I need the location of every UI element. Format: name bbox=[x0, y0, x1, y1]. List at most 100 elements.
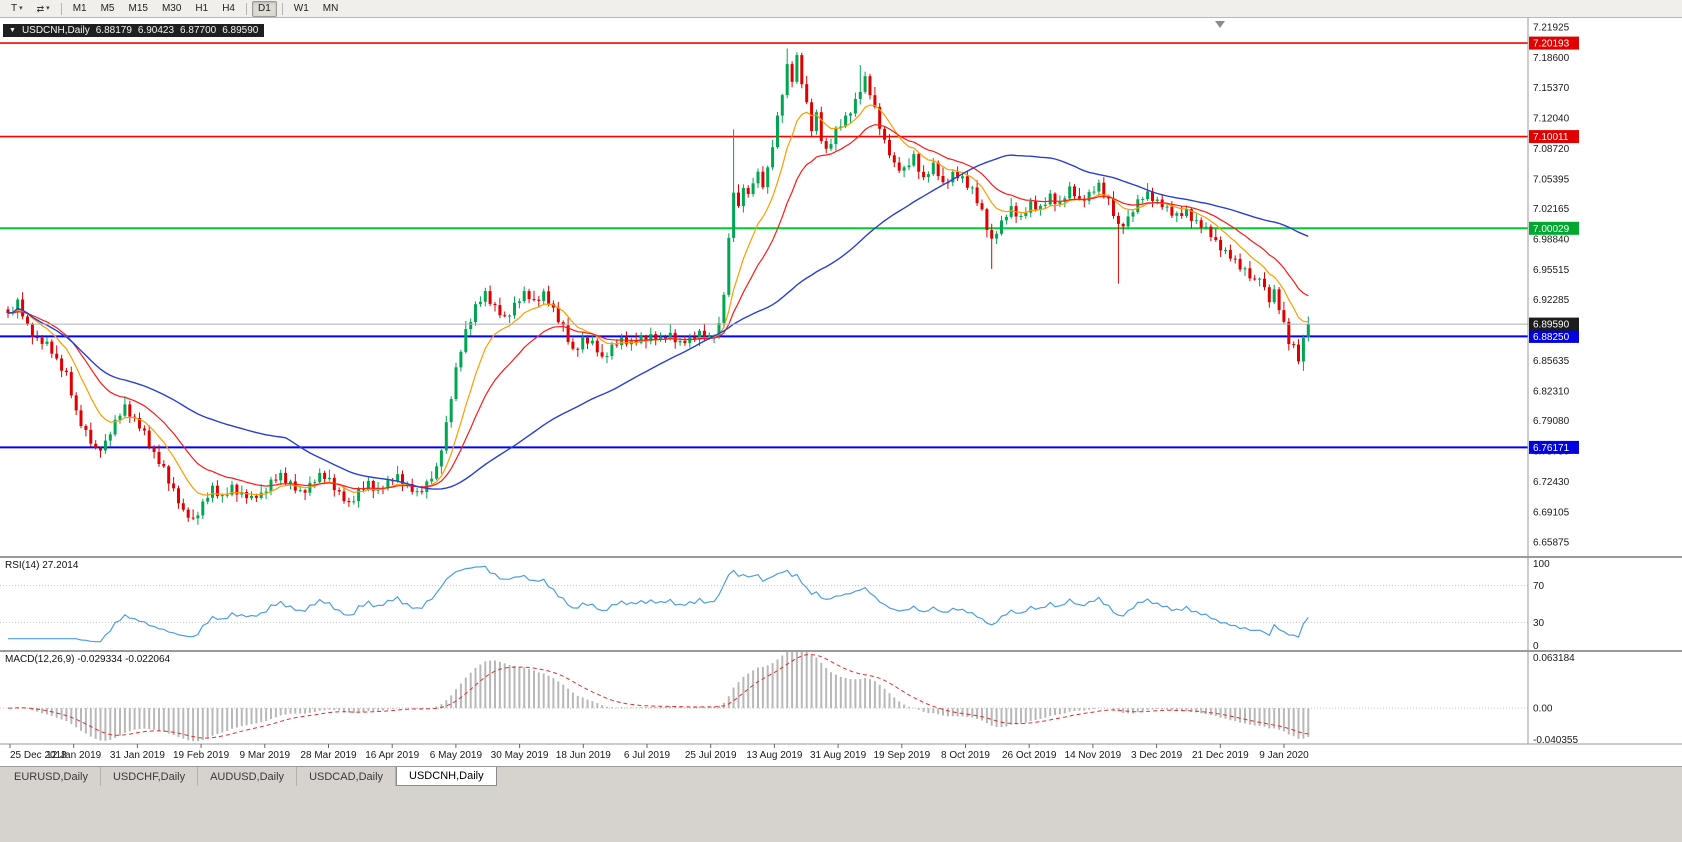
price-level-tag: 7.20193 bbox=[1529, 36, 1579, 50]
current-price-tag: 6.89590 bbox=[1529, 317, 1579, 331]
arrows-icon: ⇄ bbox=[36, 3, 45, 14]
timeframe-m30-button[interactable]: M30 bbox=[161, 2, 182, 14]
text-tool-label: T bbox=[11, 2, 18, 14]
timeframe-d1-button[interactable]: D1 bbox=[252, 0, 277, 17]
svg-text:9 Mar 2019: 9 Mar 2019 bbox=[240, 750, 291, 761]
price-axis: 7.21925 7.18600 7.15370 7.12040 7.08720 7.053… bbox=[1529, 23, 1579, 548]
macd-indicator-label: MACD(12,26,9) -0.029334 -0.022064 bbox=[5, 654, 171, 665]
chart-shift-marker-icon[interactable] bbox=[1215, 21, 1225, 28]
timeframe-w1-button[interactable]: W1 bbox=[293, 2, 309, 14]
timeframe-mn-button[interactable]: MN bbox=[322, 2, 339, 14]
chart-canvas[interactable]: 7.21925 7.18600 7.15370 7.12040 7.08720 7.053… bbox=[0, 18, 1682, 766]
svg-text:25 Dec 2018: 25 Dec 2018 bbox=[10, 750, 67, 761]
svg-text:9 Jan 2020: 9 Jan 2020 bbox=[1259, 750, 1309, 761]
chart-background bbox=[0, 18, 1682, 766]
rsi-line bbox=[8, 565, 1309, 643]
svg-text:6.65875: 6.65875 bbox=[1533, 537, 1570, 548]
caret-down-icon: ▾ bbox=[19, 4, 23, 12]
tab-usdcnh[interactable]: USDCNH,Daily bbox=[396, 767, 497, 786]
toolbar-separator bbox=[281, 2, 283, 15]
svg-text:6.76171: 6.76171 bbox=[1533, 443, 1570, 454]
timeframe-m1-button[interactable]: M1 bbox=[72, 2, 87, 14]
ohlc-high: 6.90423 bbox=[137, 25, 175, 36]
price-level-tag: 6.88250 bbox=[1529, 329, 1579, 343]
svg-text:19 Sep 2019: 19 Sep 2019 bbox=[873, 750, 930, 761]
cursor-tool-button[interactable]: ⇄ ▾ bbox=[31, 1, 56, 17]
status-area bbox=[0, 786, 1682, 842]
rsi-pane: 100 70 30 0 bbox=[0, 559, 1550, 652]
symbol-label: USDCNH,Daily bbox=[21, 25, 90, 36]
svg-text:30 May 2019: 30 May 2019 bbox=[491, 750, 549, 761]
timeframe-m5-button[interactable]: M5 bbox=[100, 2, 115, 14]
horizontal-lines-layer bbox=[0, 42, 1528, 449]
svg-text:7.10011: 7.10011 bbox=[1533, 132, 1569, 143]
svg-text:7.00029: 7.00029 bbox=[1533, 224, 1570, 235]
timeframe-m15-button[interactable]: M15 bbox=[128, 2, 148, 14]
svg-text:6.98840: 6.98840 bbox=[1533, 235, 1570, 246]
tab-eurusd[interactable]: EURUSD,Daily bbox=[2, 767, 101, 786]
svg-text:6.85635: 6.85635 bbox=[1533, 356, 1570, 367]
svg-text:6.72430: 6.72430 bbox=[1533, 477, 1570, 488]
svg-text:0: 0 bbox=[1533, 641, 1539, 652]
svg-text:7.15370: 7.15370 bbox=[1533, 83, 1570, 94]
svg-text:18 Jun 2019: 18 Jun 2019 bbox=[556, 750, 611, 761]
svg-text:7.08720: 7.08720 bbox=[1533, 144, 1570, 155]
rsi-indicator-label: RSI(14) 27.2014 bbox=[5, 560, 79, 571]
chart-ohlc-header[interactable]: ▼ USDCNH,Daily 6.88179 6.90423 6.87700 6… bbox=[3, 24, 265, 37]
svg-text:7.12040: 7.12040 bbox=[1533, 114, 1570, 125]
timeframe-button-group: M1 M5 M15 M30 H1 H4 D1 W1 MN bbox=[66, 0, 346, 17]
svg-text:100: 100 bbox=[1533, 559, 1550, 570]
svg-text:19 Feb 2019: 19 Feb 2019 bbox=[173, 750, 230, 761]
svg-text:6.95515: 6.95515 bbox=[1533, 265, 1570, 276]
sma-58-line bbox=[7, 154, 1309, 490]
ohlc-open: 6.88179 bbox=[95, 25, 132, 36]
macd-signal-line bbox=[8, 654, 1309, 739]
svg-text:16 Apr 2019: 16 Apr 2019 bbox=[365, 750, 419, 761]
svg-text:7.21925: 7.21925 bbox=[1533, 23, 1570, 34]
svg-text:14 Nov 2019: 14 Nov 2019 bbox=[1065, 750, 1122, 761]
svg-text:12 Jan 2019: 12 Jan 2019 bbox=[46, 750, 101, 761]
collapse-triangle-icon: ▼ bbox=[9, 27, 16, 34]
svg-text:6.88250: 6.88250 bbox=[1533, 332, 1570, 343]
price-level-tag: 7.10011 bbox=[1529, 130, 1579, 144]
svg-text:13 Aug 2019: 13 Aug 2019 bbox=[746, 750, 803, 761]
svg-text:30: 30 bbox=[1533, 618, 1545, 629]
timeframe-h4-button[interactable]: H4 bbox=[222, 2, 235, 14]
svg-text:31 Jan 2019: 31 Jan 2019 bbox=[110, 750, 165, 761]
svg-text:31 Aug 2019: 31 Aug 2019 bbox=[810, 750, 867, 761]
svg-text:3 Dec 2019: 3 Dec 2019 bbox=[1131, 750, 1183, 761]
svg-text:7.05395: 7.05395 bbox=[1533, 175, 1570, 186]
ohlc-low: 6.87700 bbox=[180, 25, 217, 36]
tab-usdchf[interactable]: USDCHF,Daily bbox=[101, 767, 199, 786]
toolbar-separator bbox=[60, 2, 62, 15]
svg-text:7.18600: 7.18600 bbox=[1533, 53, 1570, 64]
price-level-tag: 7.00029 bbox=[1529, 221, 1579, 235]
chart-tab-bar: EURUSD,Daily USDCHF,Daily AUDUSD,Daily USDC… bbox=[0, 766, 1682, 786]
svg-text:-0.040355: -0.040355 bbox=[1533, 735, 1578, 746]
toolbar: T ▾ ⇄ ▾ M1 M5 M15 M30 H1 H4 D1 W1 MN bbox=[0, 0, 1682, 18]
chart-window: 7.21925 7.18600 7.15370 7.12040 7.08720 7.053… bbox=[0, 18, 1682, 766]
svg-text:6.79080: 6.79080 bbox=[1533, 416, 1570, 427]
ema-21-line bbox=[7, 124, 1309, 490]
tab-usdcad[interactable]: USDCAD,Daily bbox=[297, 767, 397, 786]
svg-text:6.69105: 6.69105 bbox=[1533, 508, 1570, 519]
svg-text:6 Jul 2019: 6 Jul 2019 bbox=[624, 750, 671, 761]
svg-text:7.20193: 7.20193 bbox=[1533, 39, 1570, 50]
svg-text:7.02165: 7.02165 bbox=[1533, 204, 1570, 215]
svg-text:21 Dec 2019: 21 Dec 2019 bbox=[1192, 750, 1249, 761]
svg-text:6.82310: 6.82310 bbox=[1533, 387, 1570, 398]
text-tool-button[interactable]: T ▾ bbox=[5, 1, 29, 17]
price-level-tag: 6.76171 bbox=[1529, 440, 1579, 454]
svg-text:26 Oct 2019: 26 Oct 2019 bbox=[1002, 750, 1057, 761]
svg-text:28 Mar 2019: 28 Mar 2019 bbox=[300, 750, 357, 761]
svg-text:70: 70 bbox=[1533, 581, 1545, 592]
timeframe-h1-button[interactable]: H1 bbox=[195, 2, 209, 14]
macd-pane: 0.063184 0.00 -0.040355 bbox=[0, 652, 1578, 746]
svg-text:6 May 2019: 6 May 2019 bbox=[430, 750, 483, 761]
ohlc-close: 6.89590 bbox=[222, 25, 259, 36]
caret-down-icon: ▾ bbox=[46, 4, 50, 12]
tab-audusd[interactable]: AUDUSD,Daily bbox=[198, 767, 298, 786]
svg-text:8 Oct 2019: 8 Oct 2019 bbox=[941, 750, 990, 761]
svg-text:25 Jul 2019: 25 Jul 2019 bbox=[685, 750, 737, 761]
